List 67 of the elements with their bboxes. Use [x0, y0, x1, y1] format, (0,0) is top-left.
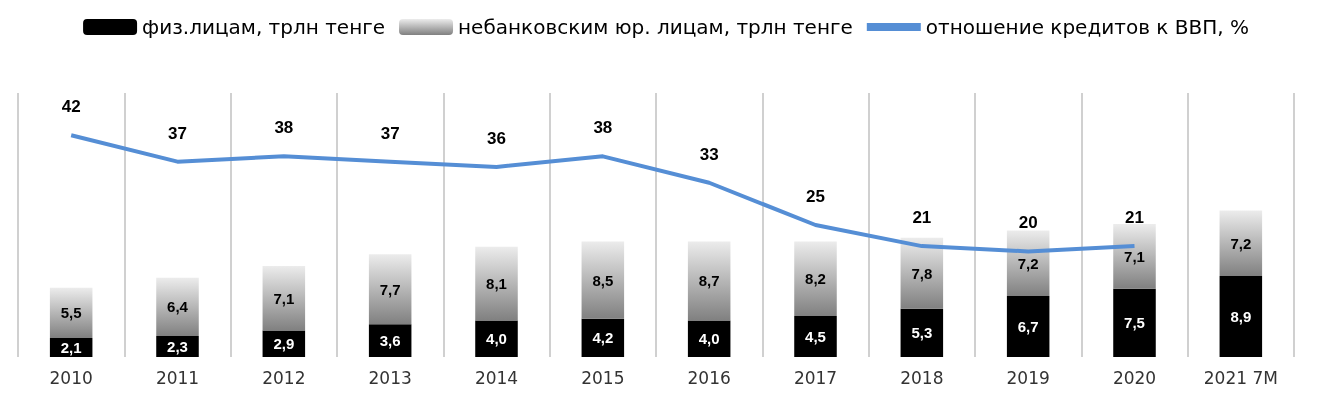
bar [1006, 296, 1050, 357]
bar [1219, 210, 1263, 276]
data-label: 33 [699, 144, 719, 164]
x-tick-label: 2015 [581, 367, 625, 388]
legend-label: небанковским юр. лицам, трлн тенге [458, 15, 853, 39]
data-label: 2,3 [167, 338, 188, 356]
data-label: 5,5 [60, 304, 82, 322]
bar [794, 241, 837, 317]
data-label: 21 [912, 208, 932, 228]
data-label: 2,9 [273, 335, 295, 353]
bar [687, 241, 731, 321]
x-tick-label: 2011 [155, 367, 200, 388]
x-tick-label: 2010 [49, 367, 93, 388]
data-label: 7,1 [1124, 247, 1145, 265]
data-label: 4,0 [698, 330, 720, 348]
x-tick-label: 2017 [793, 367, 838, 388]
x-tick-label: 2019 [1006, 367, 1050, 388]
data-label: 6,4 [167, 298, 189, 316]
x-tick-label: 2012 [262, 367, 306, 388]
data-label: 36 [487, 128, 506, 148]
x-tick-label: 2020 [1112, 367, 1157, 388]
data-label: 5,3 [911, 324, 933, 342]
bar [794, 316, 837, 357]
data-label: 42 [61, 97, 81, 117]
legend-label: отношение кредитов к ВВП, % [925, 15, 1249, 39]
legend-label: физ.лицам, трлн тенге [142, 15, 386, 39]
x-tick-label: 2013 [368, 367, 412, 388]
data-label: 20 [1018, 213, 1038, 233]
data-label: 38 [274, 118, 294, 138]
bar [581, 318, 625, 357]
bar [49, 287, 93, 338]
x-tick-label: 2016 [687, 367, 731, 388]
data-label: 8,1 [486, 275, 507, 293]
x-tick-label: 2014 [474, 367, 519, 388]
data-label: 4,2 [592, 329, 614, 347]
data-label: 8,7 [698, 272, 720, 290]
data-label: 21 [1125, 208, 1144, 228]
bar [262, 265, 306, 331]
bar [475, 320, 518, 357]
data-label: 3,6 [379, 332, 401, 350]
data-label: 4,0 [486, 330, 507, 348]
data-label: 25 [806, 187, 825, 206]
data-label: 7,7 [379, 280, 401, 298]
data-label: 8,9 [1230, 307, 1252, 325]
bar [475, 246, 518, 321]
data-label: 7,5 [1124, 314, 1145, 332]
data-label: 6,7 [1017, 318, 1039, 335]
data-label: 2,1 [60, 338, 82, 356]
bar [1219, 275, 1263, 357]
data-label: 8,2 [805, 270, 826, 288]
data-label: 7,2 [1230, 234, 1252, 252]
x-tick-label: 2018 [900, 367, 944, 388]
data-label: 7,2 [1017, 254, 1039, 272]
data-label: 37 [168, 123, 187, 143]
bar [156, 277, 199, 337]
bar [1113, 224, 1156, 289]
bar [900, 308, 944, 357]
data-label: 38 [593, 118, 613, 138]
bar [1113, 288, 1156, 357]
x-tick-label: 2021 7М [1203, 367, 1278, 388]
data-label: 37 [380, 123, 400, 143]
bar [368, 254, 412, 325]
data-label: 8,5 [592, 271, 614, 289]
data-label: 7,1 [273, 289, 295, 307]
bar [581, 241, 625, 319]
data-label: 4,5 [805, 328, 826, 346]
data-label: 7,8 [911, 264, 933, 282]
